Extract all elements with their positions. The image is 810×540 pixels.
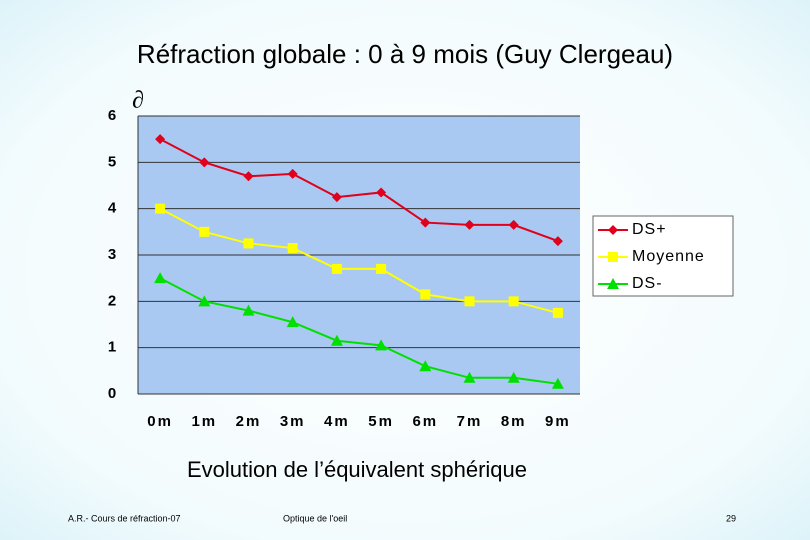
point [331,263,342,274]
point [199,226,210,237]
page-number: 29 [726,513,736,523]
legend-label: DS+ [632,221,667,238]
point [331,192,342,203]
point [419,360,432,372]
point [464,219,475,230]
point [243,238,254,249]
point [155,203,166,214]
point [242,304,255,316]
point [287,168,298,179]
legend: DS+ Moyenne DS- [592,215,734,297]
point [552,307,563,318]
x-tick-label: 8m [501,413,527,430]
point [463,371,476,383]
x-tick-label: 7m [457,413,483,430]
point [330,334,343,346]
point [508,219,519,230]
line [159,277,559,385]
point [375,339,388,351]
legend-marker [607,278,619,289]
y-tick-label: 3 [108,246,118,263]
y-tick-label: 2 [108,292,118,309]
x-tick-label: 3m [280,413,306,430]
point [420,217,431,228]
legend-label: DS- [632,275,663,292]
line [159,207,559,314]
legend-marker [608,225,618,235]
y-tick-label: 4 [108,200,118,217]
x-tick-label: 4m [324,413,350,430]
x-tick-label: 1m [191,413,217,430]
point [507,371,520,383]
point [376,263,387,274]
point [508,296,519,307]
chart-title: Réfraction globale : 0 à 9 mois (Guy Cle… [137,39,673,69]
point [154,272,167,284]
point [552,236,563,247]
line [159,138,559,243]
x-tick-label: 9m [545,413,571,430]
point [464,296,475,307]
footer-center: Optique de l'oeil [283,513,347,523]
footer-left: A.R.- Cours de réfraction-07 [68,513,181,523]
y-symbol: ∂ [132,88,144,114]
point [376,187,387,198]
legend-label: Moyenne [632,248,705,265]
x-tick-label: 5m [368,413,394,430]
y-tick-label: 0 [108,385,118,402]
y-tick-label: 1 [108,339,118,356]
x-tick-label: 0m [147,413,173,430]
y-tick-label: 5 [108,153,118,170]
point [155,134,166,145]
point [198,295,211,307]
subtitle: Evolution de l’équivalent sphérique [187,457,527,482]
point [199,157,210,168]
point [243,171,254,182]
point [287,243,298,254]
y-tick-label: 6 [108,107,118,124]
point [420,289,431,300]
legend-marker [608,252,618,262]
point [551,377,564,389]
x-tick-label: 2m [236,413,262,430]
point [286,316,299,328]
x-tick-label: 6m [412,413,438,430]
